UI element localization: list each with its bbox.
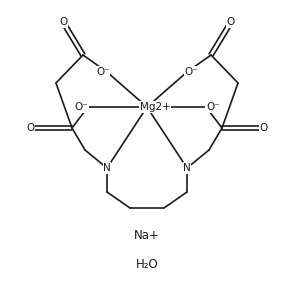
Text: Na+: Na+	[134, 229, 160, 242]
Text: N: N	[183, 163, 191, 173]
Text: O⁻: O⁻	[184, 67, 198, 77]
Text: O: O	[26, 123, 34, 133]
Text: O: O	[260, 123, 268, 133]
Text: Mg2+: Mg2+	[140, 102, 171, 112]
Text: H₂O: H₂O	[136, 258, 158, 271]
Text: O⁻: O⁻	[206, 102, 220, 112]
Text: N: N	[103, 163, 111, 173]
Text: O⁻: O⁻	[96, 67, 110, 77]
Text: O⁻: O⁻	[74, 102, 88, 112]
Text: O: O	[227, 17, 235, 27]
Text: O: O	[59, 17, 67, 27]
